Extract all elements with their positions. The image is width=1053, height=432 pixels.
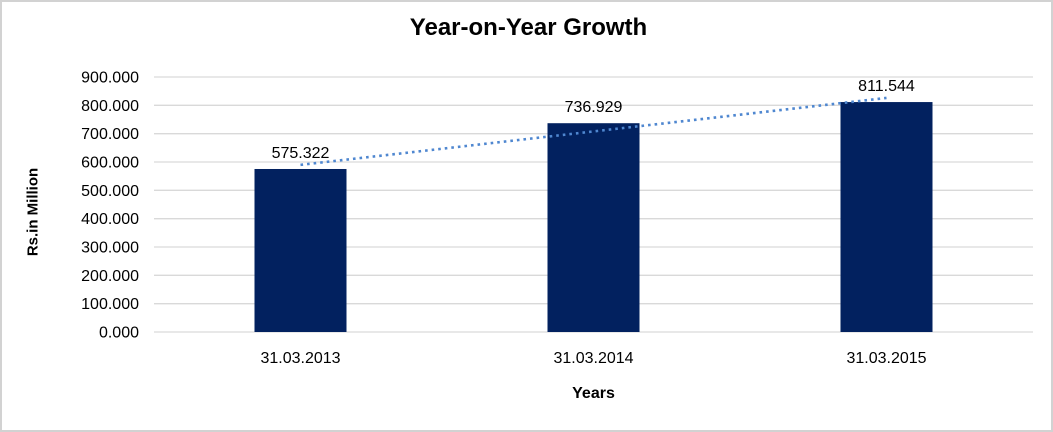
- y-tick-label: 900.000: [81, 70, 139, 87]
- x-tick-label: 31.03.2015: [846, 350, 926, 367]
- data-label: 811.544: [858, 78, 915, 95]
- y-tick-label: 700.000: [81, 126, 139, 143]
- y-tick-label: 600.000: [81, 155, 139, 172]
- x-axis-title: Years: [572, 385, 615, 402]
- y-tick-label: 200.000: [81, 268, 139, 285]
- y-tick-label: 0.000: [99, 325, 139, 342]
- y-tick-label: 100.000: [81, 296, 139, 313]
- y-tick-label: 400.000: [81, 211, 139, 228]
- x-tick-label: 31.03.2014: [553, 350, 633, 367]
- bar-31.03.2014: [547, 123, 640, 332]
- bar-31.03.2015: [840, 102, 933, 332]
- x-tick-label: 31.03.2013: [260, 350, 340, 367]
- y-tick-label: 800.000: [81, 98, 139, 115]
- bar-31.03.2013: [254, 168, 347, 332]
- y-tick-label: 500.000: [81, 183, 139, 200]
- chart-title: Year-on-Year Growth: [409, 14, 648, 41]
- data-label: 736.929: [565, 99, 623, 116]
- y-tick-label: 300.000: [81, 240, 139, 257]
- data-label: 575.322: [272, 145, 330, 162]
